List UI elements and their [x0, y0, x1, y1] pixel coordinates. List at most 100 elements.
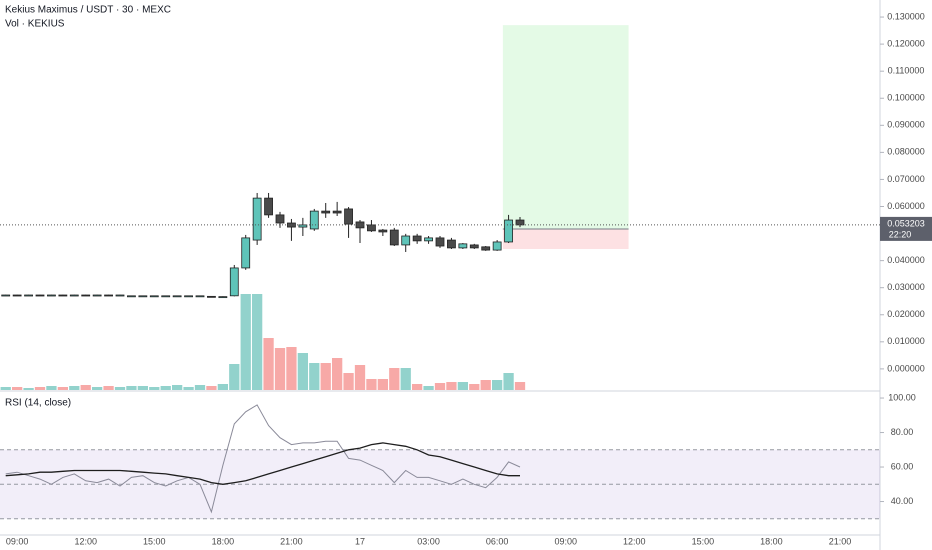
candle-body [367, 224, 376, 232]
x-tick-label: 12:00 [623, 536, 646, 546]
volume-bar [263, 338, 274, 390]
candle-body [309, 210, 319, 230]
volume-bar [183, 387, 194, 390]
volume-bar [423, 386, 434, 390]
x-tick-label: 15:00 [692, 536, 715, 546]
volume-bar [69, 386, 80, 390]
volume-bar [286, 347, 297, 390]
volume-bar [149, 387, 160, 390]
rsi-tick-label: 60.00 [891, 461, 914, 471]
candle-body [207, 295, 216, 298]
volume-bar [480, 380, 491, 390]
price-tick-label: 0.100000 [887, 93, 925, 103]
price-tick-label: 0.110000 [888, 66, 925, 76]
countdown: 22:20 [889, 229, 912, 239]
x-tick-label: 12:00 [74, 536, 97, 546]
candle-body [35, 294, 45, 297]
x-tick-label: 18:00 [212, 536, 235, 546]
candle-body [92, 294, 102, 297]
price-tick-label: 0.020000 [887, 309, 925, 319]
candle-body [1, 294, 11, 297]
x-tick-label: 09:00 [6, 536, 29, 546]
rsi-band [0, 449, 880, 519]
candle-body [47, 294, 56, 297]
candle-body [332, 210, 342, 214]
volume-bar [309, 363, 320, 390]
chart-title: Kekius Maximus / USDT · 30 · MEXC [5, 5, 171, 16]
candle-body [172, 295, 182, 298]
rsi-tick-label: 40.00 [891, 496, 914, 506]
volume-bar [114, 387, 126, 390]
volume-bar [434, 383, 446, 390]
volume-bar [103, 386, 114, 390]
volume-bar [412, 384, 423, 390]
volume-bar [229, 364, 240, 390]
price-tick-label: 0.030000 [887, 282, 925, 292]
stop-zone [502, 228, 629, 249]
volume-bar [366, 379, 377, 390]
x-tick-label: 09:00 [554, 536, 577, 546]
candle-body [115, 294, 125, 297]
x-tick-label: 21:00 [280, 536, 303, 546]
volume-bar [274, 348, 286, 390]
last-price-label: 0.053203 [887, 218, 925, 228]
candle-body [241, 237, 251, 269]
x-tick-label: 15:00 [143, 536, 166, 546]
candle-body [69, 294, 79, 297]
volume-bar [126, 386, 137, 390]
volume-bar [320, 363, 331, 390]
x-tick-label: 06:00 [486, 536, 509, 546]
candle-body [481, 246, 491, 251]
volume-bar [343, 373, 354, 390]
volume-bar [389, 368, 400, 390]
volume-bar [377, 379, 388, 390]
candle-body [401, 235, 411, 246]
volume-bar [297, 353, 308, 390]
price-tick-label: 0.090000 [887, 120, 925, 130]
x-tick-label: 18:00 [760, 536, 783, 546]
price-tick-label: 0.130000 [887, 11, 925, 21]
volume-bar [457, 382, 468, 390]
rsi-tick-label: 100.00 [888, 392, 916, 402]
candle-body [12, 294, 22, 297]
candle-body [492, 241, 502, 251]
x-tick-label: 03:00 [417, 536, 440, 546]
plot: 0.000000 0.010000 0.020000 0.030000 0.040000… [0, 11, 932, 546]
candle-body [161, 295, 171, 298]
volume-bar [446, 382, 457, 390]
volume-bar [240, 294, 251, 390]
volume-bar [92, 387, 103, 390]
candle-body [229, 267, 239, 297]
volume-bar [194, 385, 206, 390]
volume-bar [206, 386, 217, 390]
rsi-title: RSI (14, close) [5, 398, 71, 409]
price-tick-label: 0.040000 [887, 255, 925, 265]
volume-bar [80, 385, 91, 390]
candle-body [504, 219, 513, 243]
candle-body [424, 237, 433, 242]
volume-bar [503, 373, 514, 390]
candle-body [389, 229, 399, 246]
price-tick-label: 0.070000 [887, 174, 925, 184]
candle-body [149, 295, 159, 298]
candle-body [515, 219, 525, 226]
volume-bar [492, 380, 503, 390]
candle-body [104, 294, 113, 297]
candle-body [195, 295, 205, 298]
candle-body [81, 294, 91, 297]
volume-bar [34, 387, 46, 390]
rsi-ma-line [5, 442, 520, 485]
volume-bar [172, 385, 183, 390]
candle-body [321, 210, 331, 214]
candle-body [218, 296, 228, 299]
candle-body [469, 244, 479, 249]
candle-body [127, 295, 136, 298]
candle-body [344, 208, 353, 225]
volume-bar [160, 386, 171, 390]
candle-body [58, 294, 68, 297]
price-tick-label: 0.080000 [887, 147, 925, 157]
volume-bar [57, 387, 68, 390]
candle-body [458, 243, 468, 249]
